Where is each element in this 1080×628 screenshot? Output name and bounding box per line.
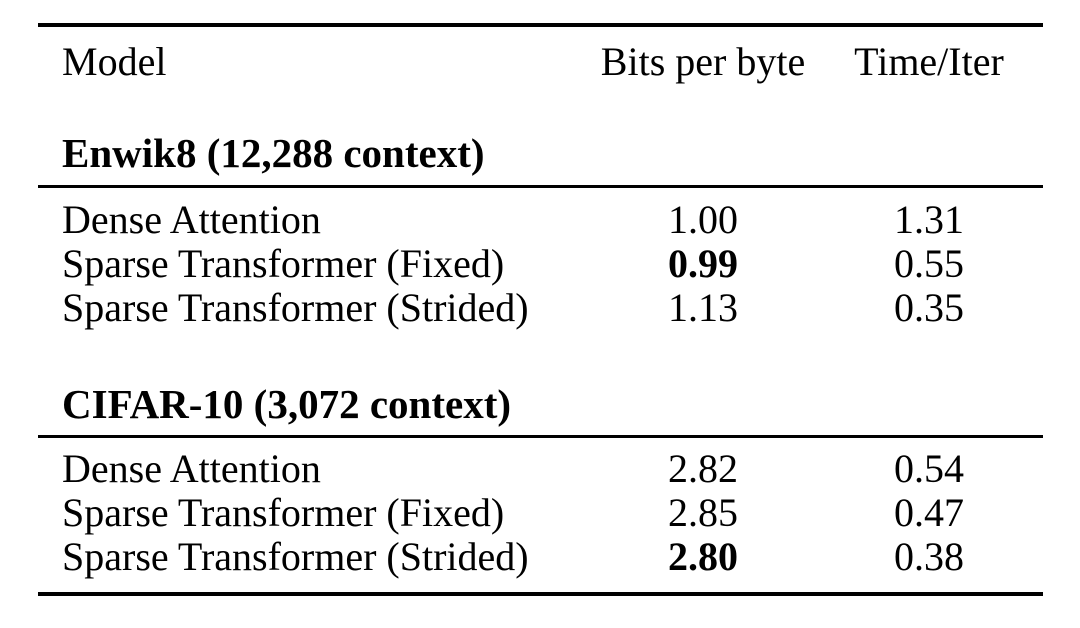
bits-per-byte-cell: 2.82 <box>668 446 738 491</box>
model-cell: Sparse Transformer (Fixed) <box>62 490 505 535</box>
time-iter-cell: 0.38 <box>894 534 964 579</box>
bits-per-byte-cell: 2.85 <box>668 490 738 535</box>
table-row: Sparse Transformer (Strided) 2.80 0.38 <box>38 535 1043 579</box>
bits-per-byte-cell: 1.13 <box>668 285 738 330</box>
model-cell: Dense Attention <box>62 446 321 491</box>
column-header-model: Model <box>62 39 167 84</box>
table-row: Sparse Transformer (Fixed) 2.85 0.47 <box>38 491 1043 535</box>
table-row: Sparse Transformer (Strided) 1.13 0.35 <box>38 286 1043 330</box>
table-row: Dense Attention 2.82 0.54 <box>38 447 1043 491</box>
section-2-rule <box>38 435 1043 438</box>
time-iter-cell: 0.55 <box>894 241 964 286</box>
section-2-rows: Dense Attention 2.82 0.54 Sparse Transfo… <box>0 447 1080 579</box>
bits-per-byte-cell: 2.80 <box>668 534 738 579</box>
column-header-bits-per-byte: Bits per byte <box>600 39 806 84</box>
bits-per-byte-cell: 0.99 <box>668 241 738 286</box>
section-title-enwik8: Enwik8 (12,288 context) <box>62 130 485 176</box>
time-iter-cell: 0.35 <box>894 285 964 330</box>
section-1-rows: Dense Attention 1.00 1.31 Sparse Transfo… <box>0 198 1080 330</box>
time-iter-cell: 1.31 <box>894 197 964 242</box>
table-bottom-rule <box>38 592 1043 596</box>
time-iter-cell: 0.54 <box>894 446 964 491</box>
table-row: Dense Attention 1.00 1.31 <box>38 198 1043 242</box>
model-cell: Sparse Transformer (Fixed) <box>62 241 505 286</box>
time-iter-cell: 0.47 <box>894 490 964 535</box>
table-top-rule <box>38 23 1043 27</box>
model-cell: Sparse Transformer (Strided) <box>62 534 529 579</box>
bits-per-byte-cell: 1.00 <box>668 197 738 242</box>
model-cell: Sparse Transformer (Strided) <box>62 285 529 330</box>
column-header-time-iter: Time/Iter <box>854 39 1004 84</box>
table-header-row: Model Bits per byte Time/Iter <box>38 40 1043 84</box>
section-title-cifar10: CIFAR-10 (3,072 context) <box>62 381 511 427</box>
section-1-rule <box>38 185 1043 188</box>
model-cell: Dense Attention <box>62 197 321 242</box>
table-row: Sparse Transformer (Fixed) 0.99 0.55 <box>38 242 1043 286</box>
